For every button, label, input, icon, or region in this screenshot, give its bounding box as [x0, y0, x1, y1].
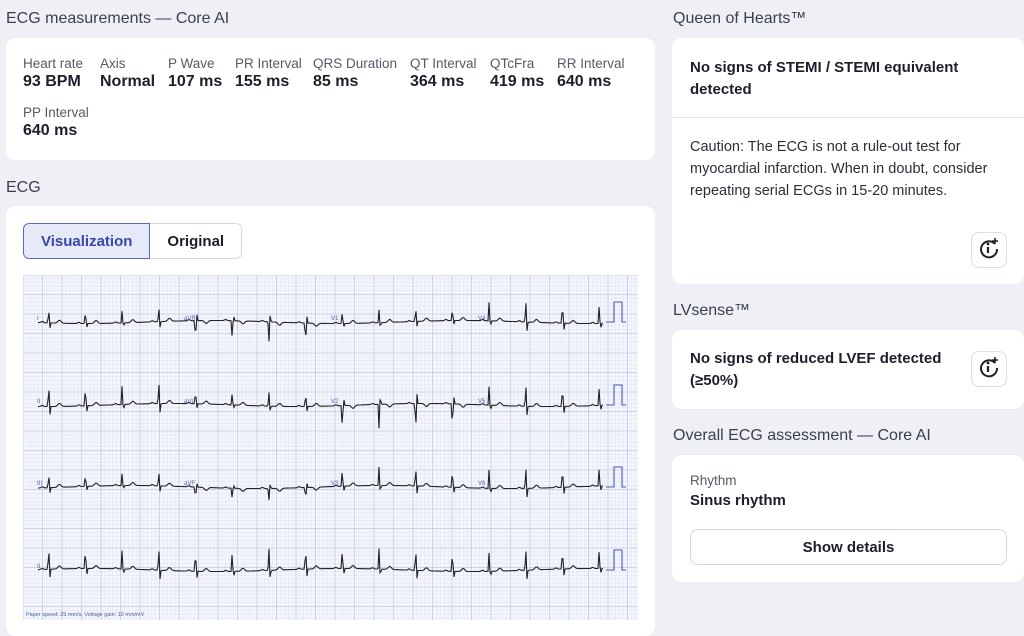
ecg-footer: Paper speed: 25 mm/s, Voltage gain: 10 m… — [26, 612, 145, 618]
measurement-label: Axis — [100, 56, 126, 71]
measurements-card — [6, 38, 655, 160]
ecg-grid-background — [23, 275, 638, 620]
show-details-button[interactable]: Show details — [690, 529, 1007, 565]
lead-label: aVR — [184, 316, 196, 322]
calibration-pulse — [606, 301, 626, 323]
lead-label: III — [37, 481, 42, 487]
ai-info-icon — [978, 237, 1000, 264]
measurement-label: QRS Duration — [313, 56, 398, 71]
measurement-value: Normal — [100, 73, 156, 90]
lvsense-title: LVsense™ — [673, 302, 751, 319]
tab-visualization[interactable]: Visualization — [23, 223, 151, 259]
measurement-label: QT Interval — [410, 56, 477, 71]
ai-info-icon — [978, 356, 1000, 383]
measurement-qtcfra: QTcFra 419 ms — [490, 56, 544, 91]
measurement-p-wave: P Wave 107 ms — [168, 56, 222, 91]
ai-info-button[interactable] — [971, 351, 1007, 387]
lead-label: V1 — [331, 316, 339, 322]
lead-label: II — [37, 399, 41, 405]
queen-result: No signs of STEMI / STEMI equivalent det… — [690, 59, 959, 98]
tab-original[interactable]: Original — [150, 223, 243, 259]
ecg-trace — [38, 384, 603, 429]
ecg-trace — [38, 466, 604, 501]
lead-label: V3 — [331, 481, 339, 487]
measurement-label: P Wave — [168, 56, 215, 71]
lvsense-result: No signs of reduced LVEF detected (≥50%) — [690, 350, 942, 389]
measurement-heart-rate: Heart rate 93 BPM — [23, 56, 83, 91]
queen-caution: Caution: The ECG is not a rule-out test … — [690, 139, 988, 199]
rhythm-label: Rhythm — [690, 473, 737, 488]
lead-label: I — [37, 316, 39, 322]
measurement-label: PR Interval — [235, 56, 302, 71]
measurement-label: PP Interval — [23, 105, 89, 120]
measurement-value: 640 ms — [23, 122, 78, 139]
ecg-trace — [37, 548, 603, 579]
ecg-view-tabs: Visualization Original — [23, 223, 243, 259]
measurement-pp-interval: PP Interval 640 ms — [23, 105, 89, 140]
lead-label: V6 — [478, 481, 486, 487]
lead-label: II — [37, 564, 41, 570]
measurement-qrs-duration: QRS Duration 85 ms — [313, 56, 397, 91]
measurement-label: Heart rate — [23, 56, 84, 71]
measurement-value: 85 ms — [313, 73, 359, 90]
queen-title: Queen of Hearts™ — [673, 10, 807, 27]
ecg-title: ECG — [6, 179, 41, 196]
overall-title: Overall ECG assessment — Core AI — [673, 427, 931, 444]
measurement-value: 93 BPM — [23, 73, 81, 90]
calibration-pulse — [606, 549, 626, 571]
ai-info-button[interactable] — [971, 232, 1007, 268]
queen-card — [672, 38, 1024, 284]
rhythm-value: Sinus rhythm — [690, 492, 786, 509]
lead-label: V4 — [478, 316, 486, 322]
measurement-qt-interval: QT Interval 364 ms — [410, 56, 477, 91]
ecg-trace — [37, 302, 603, 342]
measurement-value: 155 ms — [235, 73, 290, 90]
measurement-label: QTcFra — [490, 56, 535, 71]
lead-label: V5 — [478, 399, 486, 405]
measurement-axis: Axis Normal — [100, 56, 155, 91]
lead-label: aVF — [184, 481, 195, 487]
measurement-label: RR Interval — [557, 56, 625, 71]
lead-label: aVL — [184, 399, 195, 405]
measurement-value: 640 ms — [557, 73, 612, 90]
lvsense-card — [672, 330, 1024, 409]
divider — [672, 117, 1024, 118]
measurement-value: 364 ms — [410, 73, 465, 90]
measurement-pr-interval: PR Interval 155 ms — [235, 56, 302, 91]
measurement-value: 419 ms — [490, 73, 545, 90]
lead-label: V2 — [331, 399, 339, 405]
measurement-value: 107 ms — [168, 73, 223, 90]
measurements-title: ECG measurements — Core AI — [6, 10, 230, 27]
calibration-pulse — [606, 384, 626, 406]
calibration-pulse — [606, 466, 626, 488]
measurement-rr-interval: RR Interval 640 ms — [557, 56, 625, 91]
